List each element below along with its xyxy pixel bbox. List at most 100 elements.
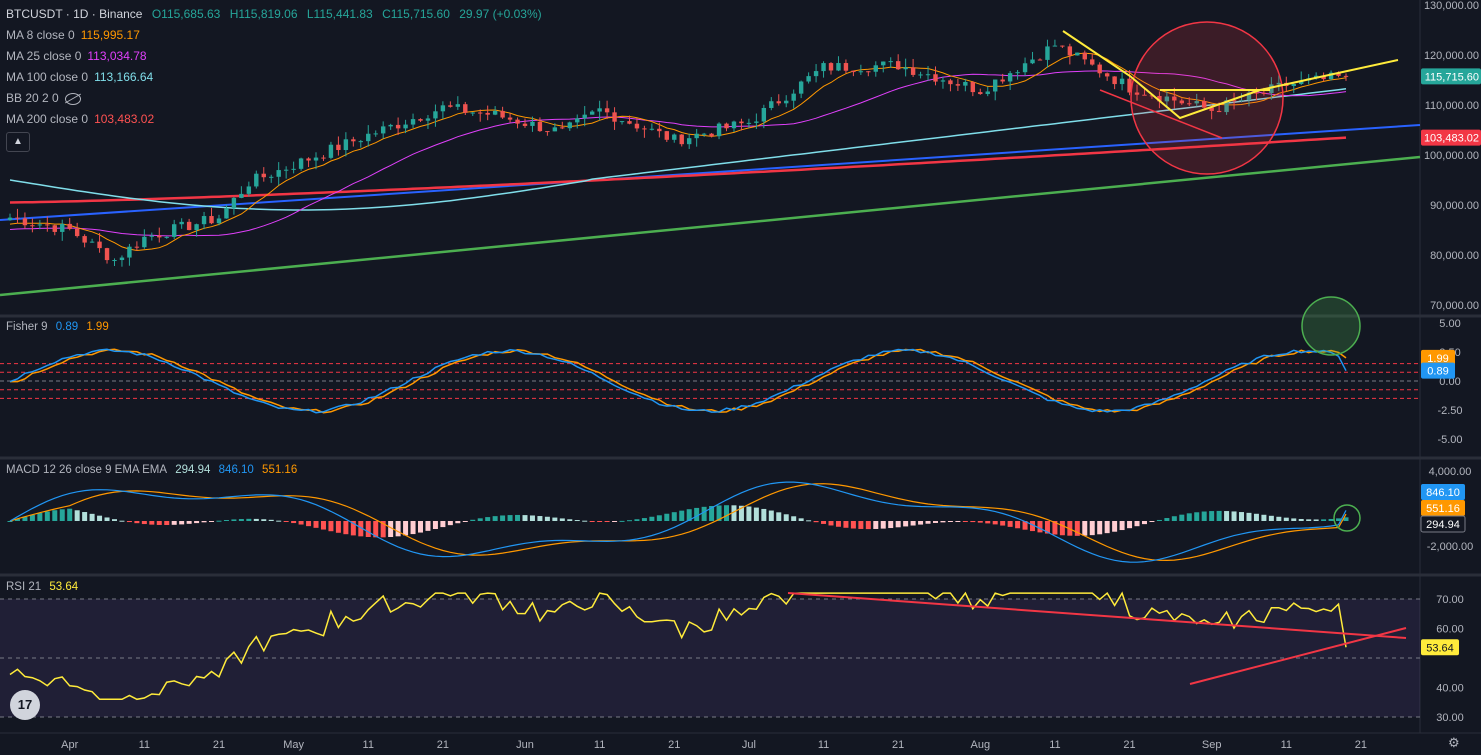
candle-body [910,67,916,75]
macd-histogram-bar [194,521,200,524]
macd-signal-value: 551.16 [262,464,298,476]
time-tick-label: May [283,739,304,751]
candle-body [351,139,356,142]
time-tick-label: 11 [1281,739,1292,751]
macd-histogram-bar [343,521,349,535]
highlight-circle [1130,21,1284,175]
candle-body [7,217,13,221]
macd-label[interactable]: MACD 12 26 close 9 EMA EMA [6,464,168,476]
fisher-line [9,348,1347,414]
macd-histogram-bar [1149,521,1155,523]
candle-body [179,221,184,225]
candle-body [545,131,550,133]
ma100-row[interactable]: MA 100 close 0 113,166.64 [6,67,548,88]
candle-body [589,111,595,115]
candle-body [448,105,453,107]
candle-body [418,119,423,121]
macd-tick-label: 4,000.00 [1429,466,1472,478]
candle-body [60,223,65,232]
macd-histogram-bar [567,519,573,521]
macd-histogram-bar [895,521,901,528]
candle-body [836,63,841,71]
symbol-label[interactable]: BTCUSDT · 1D · Binance [6,7,143,21]
price-badge [1421,129,1481,146]
candle-body [649,128,655,130]
macd-histogram-bar [1186,513,1192,521]
macd-histogram-bar [261,519,267,521]
rsi-label[interactable]: RSI 21 [6,581,42,593]
high-value: H115,819.06 [229,7,298,21]
macd-histogram-bar [1127,521,1133,529]
price-tick-label: 90,000.00 [1430,200,1479,212]
macd-histogram-bar [440,521,446,528]
macd-histogram-bar [141,521,147,525]
candle-body [22,218,28,226]
rsi-background-band [0,599,1420,717]
macd-histogram-bar [44,511,50,521]
ma25-row[interactable]: MA 25 close 0 113,034.78 [6,46,548,67]
time-tick-label: 21 [437,739,449,751]
gear-icon[interactable]: ⚙ [1448,735,1460,750]
bb-row[interactable]: BB 20 2 0 [6,88,548,109]
macd-histogram-bar [403,521,409,536]
candle-body [216,218,222,224]
hidden-eye-icon[interactable] [64,92,81,105]
ma8-row[interactable]: MA 8 close 0 115,995.17 [6,25,548,46]
rsi-tick-label: 40.00 [1436,683,1464,695]
macd-histogram-bar [1276,516,1282,521]
macd-histogram-bar [276,520,282,522]
collapse-legend-button[interactable]: ▲ [6,132,30,152]
fisher-badge-label: 1.99 [1427,353,1448,365]
macd-histogram-bar [1179,514,1185,521]
macd-histogram-bar [432,521,438,530]
candle-body [470,112,475,114]
candle-body [1261,92,1267,94]
macd-histogram-bar [1022,521,1028,530]
candle-body [1328,72,1334,80]
candle-body [321,157,326,159]
candle-body [224,208,229,219]
candle-body [1134,92,1140,95]
macd-histogram-bar [694,507,700,521]
macd-histogram-bar [335,521,341,533]
candle-body [933,74,938,82]
candle-body [15,217,20,219]
price-tick-label: 70,000.00 [1430,300,1479,312]
candle-body [425,118,431,121]
macd-histogram-bar [1209,511,1215,521]
candle-body [492,110,498,115]
macd-histogram-bar [1037,521,1043,533]
candle-body [74,228,80,237]
candle-body [575,118,580,123]
candle-body [1112,76,1117,85]
candle-body [866,71,871,73]
macd-histogram-bar [462,521,468,522]
candle-body [1343,75,1349,77]
macd-badge [1421,500,1465,516]
macd-histogram-bar [1156,519,1162,521]
macd-histogram-bar [89,513,95,521]
candle-body [298,158,304,169]
macd-histogram-bar [701,506,707,521]
macd-histogram-bar [52,510,58,521]
candle-body [403,124,408,129]
ma200-value: 103,483.02 [94,112,155,126]
fisher-tick-label: 0.00 [1439,376,1460,388]
ma8-line [9,52,1347,252]
trend-line-blue [0,124,1421,221]
candle-body [261,173,266,178]
ma8-value: 115,995.17 [80,28,140,42]
tradingview-logo[interactable]: 17 [10,690,40,720]
macd-badge-label: 551.16 [1426,503,1460,515]
macd-histogram-bar [418,521,424,533]
macd-histogram-bar [932,521,938,523]
macd-histogram-bar [1321,519,1327,521]
candle-body [604,108,610,113]
fisher-label[interactable]: Fisher 9 [6,321,48,333]
macd-histogram-bar [925,521,931,524]
ma200-row[interactable]: MA 200 close 0 103,483.02 [6,109,548,130]
price-badge [1421,68,1481,85]
candle-body [1224,100,1229,113]
macd-histogram-bar [843,521,849,528]
